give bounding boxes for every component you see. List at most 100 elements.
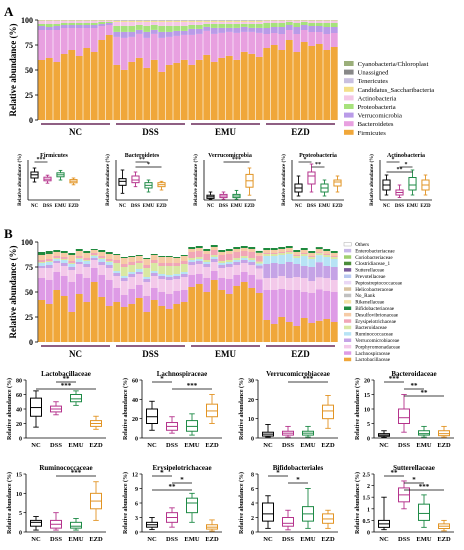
y-axis-label: Relative abundance (%) bbox=[238, 472, 245, 534]
bar-segment bbox=[75, 274, 83, 294]
bar-segment bbox=[60, 242, 68, 251]
bar-segment bbox=[98, 21, 106, 22]
bar-segment bbox=[293, 258, 301, 264]
bar-segment bbox=[323, 242, 331, 249]
bar-segment bbox=[188, 64, 196, 120]
bar-segment bbox=[188, 21, 196, 25]
bar-segment bbox=[270, 27, 278, 33]
bar-segment bbox=[45, 20, 53, 21]
box bbox=[418, 503, 430, 521]
legend-label: Erysipelotrichaceae bbox=[355, 319, 397, 325]
bar-segment bbox=[158, 20, 166, 21]
box bbox=[186, 497, 198, 514]
box-plot-title: Bifidobacteriales bbox=[273, 464, 324, 472]
bar-segment bbox=[308, 21, 316, 23]
bar-segment bbox=[173, 25, 181, 31]
bar-segment bbox=[308, 257, 316, 259]
bar-segment bbox=[180, 256, 188, 261]
category-label: EZD bbox=[437, 442, 451, 449]
bar-segment bbox=[165, 21, 173, 26]
bar-segment bbox=[135, 298, 143, 342]
bar-segment bbox=[53, 290, 61, 342]
y-tick-label: 50 bbox=[25, 66, 33, 75]
bar-segment bbox=[53, 250, 61, 252]
bar-segment bbox=[45, 268, 53, 280]
bar-segment bbox=[105, 21, 113, 22]
y-tick-label: 0 bbox=[367, 437, 370, 443]
bar-segment bbox=[180, 242, 188, 255]
bar-segment bbox=[240, 51, 248, 120]
bar-segment bbox=[323, 27, 331, 34]
y-tick-label: 75 bbox=[25, 263, 33, 272]
y-tick-label: 60 bbox=[16, 393, 22, 399]
bar-segment bbox=[60, 251, 68, 253]
bar-segment bbox=[53, 261, 61, 263]
bar-segment bbox=[263, 20, 271, 21]
bar-segment bbox=[330, 21, 338, 23]
bar-segment bbox=[323, 278, 331, 291]
bar-segment bbox=[68, 261, 76, 263]
bar-segment bbox=[278, 50, 286, 120]
bar-segment bbox=[315, 247, 323, 250]
legend-label: Verrucomicrobia bbox=[358, 113, 402, 120]
bar-segment bbox=[105, 262, 113, 265]
y-tick-label: 5 bbox=[19, 511, 22, 517]
bar-segment bbox=[165, 64, 173, 120]
bar-segment bbox=[150, 300, 158, 342]
bar-segment bbox=[188, 242, 196, 247]
category-label: NC bbox=[31, 204, 39, 209]
bar-segment bbox=[248, 20, 256, 22]
bar-segment bbox=[225, 251, 233, 254]
bar-segment bbox=[278, 23, 286, 27]
bar-segment bbox=[60, 259, 68, 260]
category-label: EMU bbox=[319, 204, 331, 209]
y-tick-label: 4 bbox=[251, 502, 254, 508]
bar-segment bbox=[143, 277, 151, 279]
bar-segment bbox=[240, 282, 248, 342]
bar-segment bbox=[113, 288, 121, 302]
bar-segment bbox=[173, 257, 181, 258]
y-tick-label: 0 bbox=[19, 531, 22, 537]
box-plot: Bifidobacteriales 0 2 4 6 8 Relative abundance… bbox=[238, 464, 338, 543]
bar-segment bbox=[135, 255, 143, 256]
bar-segment bbox=[270, 45, 278, 120]
group-label: NC bbox=[69, 127, 82, 137]
bar-segment bbox=[158, 21, 166, 26]
category-label: EMU bbox=[143, 204, 155, 209]
bar-segment bbox=[300, 254, 308, 256]
bar-segment bbox=[300, 25, 308, 30]
bar-segment bbox=[188, 247, 196, 249]
bar-segment bbox=[248, 53, 256, 121]
bar-segment bbox=[83, 48, 91, 120]
bar-segment bbox=[38, 300, 46, 342]
bar-segment bbox=[68, 20, 76, 21]
category-label: EZD bbox=[156, 204, 167, 209]
bar-segment bbox=[83, 28, 91, 48]
bar-segment bbox=[308, 46, 316, 120]
group-label: DSS bbox=[142, 349, 159, 359]
category-label: EMU bbox=[416, 442, 431, 449]
bar-segment bbox=[210, 20, 218, 22]
bar-segment bbox=[173, 20, 181, 21]
bar-segment bbox=[120, 281, 128, 295]
bar-segment bbox=[38, 242, 46, 252]
bar-segment bbox=[60, 263, 68, 266]
bar-segment bbox=[173, 242, 181, 257]
bar-segment bbox=[330, 253, 338, 256]
bar-segment bbox=[143, 258, 151, 259]
bar-segment bbox=[68, 270, 76, 282]
bar-segment bbox=[218, 263, 226, 265]
bar-segment bbox=[105, 259, 113, 261]
legend-swatch bbox=[343, 242, 352, 247]
bar-segment bbox=[263, 28, 271, 34]
bar-segment bbox=[255, 32, 263, 57]
legend-label: Lachnospiraceae bbox=[355, 351, 391, 357]
bar-segment bbox=[225, 21, 233, 24]
box bbox=[30, 519, 42, 527]
legend-label: Verrucomicrobiaceae bbox=[355, 338, 400, 344]
bar-segment bbox=[240, 260, 248, 263]
bar-segment bbox=[143, 37, 151, 68]
bar-segment bbox=[293, 255, 301, 256]
bar-segment bbox=[218, 32, 226, 58]
bar-segment bbox=[143, 268, 151, 277]
